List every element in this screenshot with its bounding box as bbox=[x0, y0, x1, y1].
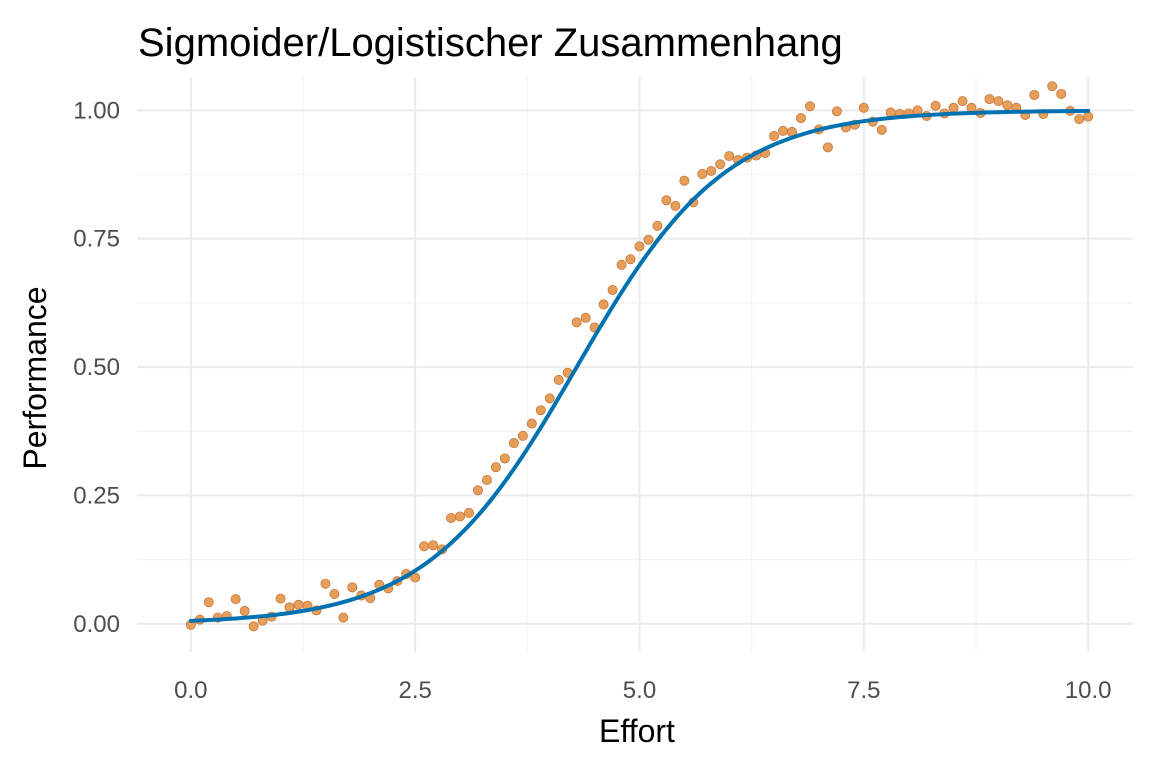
data-point bbox=[446, 513, 457, 524]
logistic-fit-line bbox=[188, 108, 1091, 623]
data-point bbox=[248, 621, 259, 632]
data-point bbox=[320, 578, 331, 589]
data-point bbox=[544, 393, 555, 404]
data-point bbox=[463, 507, 474, 518]
data-point bbox=[858, 102, 869, 113]
data-point bbox=[535, 405, 546, 416]
major-grid bbox=[137, 77, 1133, 652]
data-point bbox=[571, 317, 582, 328]
data-point bbox=[428, 540, 439, 551]
data-point bbox=[517, 430, 528, 441]
data-point bbox=[607, 285, 618, 296]
data-point bbox=[670, 200, 681, 211]
data-point bbox=[1056, 88, 1067, 99]
y-tick-labels: 0.00 0.25 0.50 0.75 1.00 bbox=[73, 97, 120, 637]
x-axis-title: Effort bbox=[599, 713, 675, 749]
data-point bbox=[661, 195, 672, 206]
x-tick-label: 5.0 bbox=[623, 677, 656, 704]
data-point bbox=[643, 234, 654, 245]
chart-title: Sigmoider/Logistischer Zusammenhang bbox=[138, 21, 843, 65]
data-point bbox=[1047, 81, 1058, 92]
data-point bbox=[948, 102, 959, 113]
x-tick-label: 10.0 bbox=[1065, 677, 1112, 704]
x-tick-label: 7.5 bbox=[847, 677, 880, 704]
data-point bbox=[697, 169, 708, 180]
data-point bbox=[598, 299, 609, 310]
data-point bbox=[778, 125, 789, 136]
data-point bbox=[724, 151, 735, 162]
x-tick-label: 2.5 bbox=[398, 677, 431, 704]
data-point bbox=[239, 605, 250, 616]
data-point bbox=[715, 159, 726, 170]
y-tick-label: 1.00 bbox=[73, 97, 120, 124]
data-point bbox=[329, 588, 340, 599]
data-point bbox=[706, 165, 717, 176]
data-point bbox=[472, 485, 483, 496]
data-point bbox=[984, 94, 995, 105]
data-point bbox=[769, 131, 780, 142]
y-tick-label: 0.50 bbox=[73, 354, 120, 381]
data-point bbox=[580, 312, 591, 323]
minor-grid bbox=[137, 77, 1133, 652]
data-point bbox=[1083, 111, 1094, 122]
data-point bbox=[1002, 100, 1013, 111]
data-point bbox=[490, 462, 501, 473]
data-point bbox=[455, 511, 466, 522]
data-point bbox=[553, 374, 564, 385]
data-point bbox=[796, 113, 807, 124]
data-point bbox=[275, 593, 286, 604]
data-point bbox=[993, 96, 1004, 107]
data-point bbox=[293, 599, 304, 610]
y-tick-label: 0.75 bbox=[73, 226, 120, 253]
data-point bbox=[347, 582, 358, 593]
y-axis-title: Performance bbox=[17, 286, 53, 469]
data-point bbox=[652, 220, 663, 231]
data-point bbox=[876, 124, 887, 135]
data-point bbox=[804, 101, 815, 112]
data-point bbox=[338, 612, 349, 623]
data-point bbox=[526, 418, 537, 429]
data-point bbox=[481, 475, 492, 486]
data-point bbox=[1029, 89, 1040, 100]
data-point bbox=[419, 541, 430, 552]
y-tick-label: 0.25 bbox=[73, 482, 120, 509]
data-point bbox=[957, 96, 968, 107]
data-point bbox=[625, 254, 636, 265]
x-tick-labels: 0.0 2.5 5.0 7.5 10.0 bbox=[174, 677, 1111, 704]
data-point bbox=[616, 259, 627, 270]
data-point bbox=[499, 453, 510, 464]
data-point bbox=[1074, 114, 1085, 125]
data-point bbox=[930, 100, 941, 111]
x-tick-label: 0.0 bbox=[174, 677, 207, 704]
data-point bbox=[203, 597, 214, 608]
y-tick-label: 0.00 bbox=[73, 611, 120, 638]
data-point bbox=[679, 175, 690, 186]
data-point bbox=[822, 142, 833, 153]
data-point bbox=[634, 241, 645, 252]
data-point bbox=[831, 106, 842, 117]
data-point bbox=[508, 438, 519, 449]
data-point bbox=[230, 594, 241, 605]
